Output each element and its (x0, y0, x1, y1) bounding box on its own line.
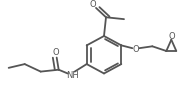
Text: O: O (90, 0, 96, 9)
Text: O: O (132, 45, 139, 54)
Text: O: O (168, 32, 175, 40)
Text: NH: NH (66, 71, 79, 80)
Text: O: O (52, 48, 59, 57)
